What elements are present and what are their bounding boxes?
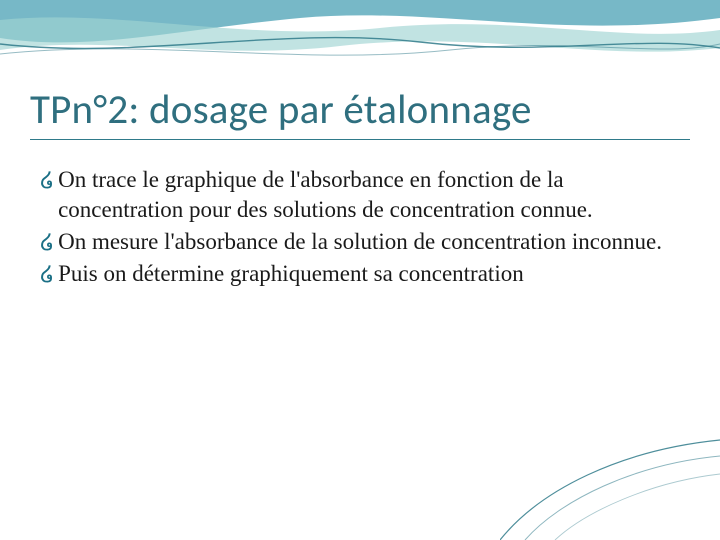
bullet-icon: ໒	[40, 259, 54, 289]
bullet-text: On mesure l'absorbance de la solution de…	[58, 227, 662, 257]
title-container: TPn°2: dosage par étalonnage	[30, 85, 690, 140]
slide: TPn°2: dosage par étalonnage ໒ On trace …	[0, 0, 720, 540]
bullet-text: Puis on détermine graphiquement sa conce…	[58, 259, 524, 289]
wave-decoration-top	[0, 0, 720, 75]
bullet-icon: ໒	[40, 227, 54, 257]
body-content: ໒ On trace le graphique de l'absorbance …	[40, 165, 670, 291]
corner-decoration	[500, 400, 720, 540]
list-item: ໒ On mesure l'absorbance de la solution …	[40, 227, 670, 257]
slide-title: TPn°2: dosage par étalonnage	[30, 85, 690, 135]
bullet-icon: ໒	[40, 165, 54, 195]
bullet-text: On trace le graphique de l'absorbance en…	[58, 165, 670, 225]
list-item: ໒ On trace le graphique de l'absorbance …	[40, 165, 670, 225]
list-item: ໒ Puis on détermine graphiquement sa con…	[40, 259, 670, 289]
